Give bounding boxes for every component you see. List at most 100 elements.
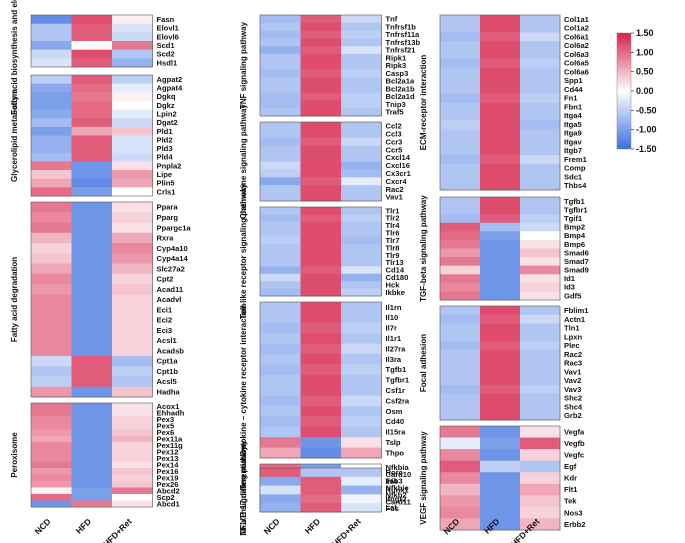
heatmap-cell-bmp6-hfd bbox=[480, 239, 521, 249]
gene-label: Pparg bbox=[157, 213, 179, 222]
pathway-label: Toll-like receptor signaling pathway bbox=[239, 183, 248, 319]
heatmap-cell-acox1-hfd bbox=[71, 403, 113, 410]
heatmap-cell-ccl2-hfd bbox=[300, 122, 342, 131]
heatmap-cell-rac2-hfd-ret bbox=[341, 185, 382, 194]
heatmap-cell-cpt1a-hfd-ret bbox=[112, 355, 153, 367]
heatmap-cell-plin5-hfd bbox=[71, 178, 113, 188]
heatmap-cell-il10-hfd bbox=[300, 312, 342, 324]
heatmap-cell-cxcl14-ncd bbox=[260, 153, 301, 162]
gene-label: Pex14 bbox=[157, 460, 180, 469]
heatmap-cell-csf2ra-hfd-ret bbox=[341, 395, 382, 407]
gene-label: Flt1 bbox=[564, 485, 578, 494]
gene-label: Cd180 bbox=[386, 273, 409, 282]
gene-label: Ppargc1a bbox=[157, 223, 192, 232]
heatmap-cell-rorc-hfd-ret bbox=[341, 468, 382, 478]
heatmap-cell-cx3cr1-hfd bbox=[300, 169, 342, 178]
heatmap-cell-plin5-hfd-ret bbox=[112, 178, 153, 188]
gene-label: Pld4 bbox=[157, 153, 174, 162]
heatmap-cell-itga9-hfd-ret bbox=[520, 128, 561, 138]
heatmap-cell-col1a1-hfd bbox=[480, 15, 521, 25]
heatmap-cell-comp-hfd bbox=[480, 163, 521, 173]
heatmap-cell-pex5-hfd-ret bbox=[112, 422, 153, 430]
heatmap-cell-tlr6-ncd bbox=[260, 229, 301, 238]
gene-label: Frem1 bbox=[564, 155, 588, 164]
heatmap-cell-traf5-hfd-ret bbox=[341, 108, 382, 117]
heatmap-cell-fblim1-hfd bbox=[480, 306, 521, 316]
heatmap-cell-acsl1-hfd-ret bbox=[112, 335, 153, 347]
heatmap-cell-cx3cr1-hfd-ret bbox=[341, 169, 382, 178]
gene-label: Tnip3 bbox=[386, 100, 406, 109]
color-scale-legend: 1.50 1.00 0.50 0.00 -0.50 -1.00 -1.50 bbox=[616, 28, 657, 154]
heatmap-cell-lat-ncd bbox=[260, 503, 301, 513]
heatmap-cell-frem1-ncd bbox=[440, 155, 481, 165]
gene-label: Tek bbox=[564, 497, 577, 506]
heatmap-cell-hadha-hfd-ret bbox=[112, 386, 153, 398]
gene-label: Plec bbox=[564, 341, 580, 350]
gene-label: Hsdl1 bbox=[157, 58, 178, 67]
heatmap-cell-bcl2a1a-ncd bbox=[260, 77, 301, 86]
heatmap-cell-pex13-hfd bbox=[71, 455, 113, 462]
gene-label: Nfkbia bbox=[386, 463, 410, 472]
heatmap-cell-tek-hfd bbox=[480, 495, 521, 508]
heatmap-cell-id1-hfd bbox=[480, 274, 521, 284]
gene-label: Vav1 bbox=[386, 193, 404, 202]
heatmap-cell-col6a3-ncd bbox=[440, 50, 481, 60]
pathway-block-focal-adhesion: Fblim1Actn1Tln1LpxnPlecRac2Rac3Vav1Vav2V… bbox=[419, 305, 589, 421]
heatmap-cell-il1r1-hfd-ret bbox=[341, 333, 382, 344]
heatmap-cell-fn1-hfd bbox=[480, 93, 521, 103]
heatmap-cell-ppargc1a-ncd bbox=[31, 222, 72, 234]
heatmap-cell-cyp4a10-ncd bbox=[31, 243, 72, 254]
heatmap-cell-cd180-hfd bbox=[300, 273, 342, 282]
gene-label: Cxcl14 bbox=[386, 153, 411, 162]
heatmap-cell-tlr2-hfd bbox=[300, 214, 342, 223]
heatmap-cell-pex19-hfd-ret bbox=[112, 474, 153, 482]
heatmap-cell-smad7-hfd-ret bbox=[520, 257, 561, 267]
colorbar-tick-label: -1.00 bbox=[636, 125, 657, 135]
heatmap-cell-bcl2a1b-ncd bbox=[260, 84, 301, 94]
pathway-block-ecm-receptor-interaction: Col1a1Col1a2Col6a1Col6a2Col6a3Col6a5Col6… bbox=[419, 14, 590, 191]
heatmap-cell-hsdl1-ncd bbox=[31, 58, 72, 68]
gene-label: Lat bbox=[386, 503, 398, 512]
heatmap-cell-il27ra-ncd bbox=[260, 343, 301, 355]
gene-label: Comp bbox=[564, 164, 586, 173]
gene-label: Col6a3 bbox=[564, 50, 589, 59]
heatmap-cell-bcl2a1d-hfd-ret bbox=[341, 92, 382, 101]
gene-label: Tslp bbox=[386, 438, 401, 447]
pathway-block-frame bbox=[439, 305, 561, 421]
gene-label: Itga5 bbox=[564, 120, 583, 129]
heatmap-cell-flt1-ncd bbox=[440, 483, 481, 496]
heatmap-cell-abcd2-ncd bbox=[31, 487, 72, 495]
heatmap-cell-cd180-hfd-ret bbox=[341, 273, 382, 282]
gene-label: Il3ra bbox=[386, 355, 402, 364]
heatmap-cell-itga5-hfd-ret bbox=[520, 120, 561, 130]
heatmap-cell-itga9-ncd bbox=[440, 128, 481, 138]
pathway-block-glycerolipid-metabolism: Agpat2Agpat4DgkqDgkzLpin2Dgat2Pld1Pld2Pl… bbox=[10, 74, 183, 197]
gene-label: Cxcr4 bbox=[386, 177, 408, 186]
heatmap-cell-il1r1-ncd bbox=[260, 333, 301, 344]
heatmap-cell-itga4-hfd bbox=[480, 111, 521, 121]
heatmap-cell-bcl2a1d-ncd bbox=[260, 92, 301, 101]
heatmap-cell-pex12-ncd bbox=[31, 448, 72, 456]
pathway-block-frame bbox=[259, 301, 382, 459]
heatmap-panel-2: TnfTnfrsf1bTnfrsf11aTnfrsf13bTnfrsf21Rip… bbox=[239, 14, 420, 543]
gene-label: Cd14 bbox=[386, 266, 405, 275]
heatmap-cell-elovl1-hfd-ret bbox=[112, 23, 153, 33]
heatmap-cell-scd2-ncd bbox=[31, 49, 72, 59]
heatmap-cell-cxcl16-hfd bbox=[300, 161, 342, 170]
gene-label: Traf5 bbox=[386, 108, 405, 117]
heatmap-cell-cd14-ncd bbox=[260, 266, 301, 275]
heatmap-cell-cpt2-hfd bbox=[71, 273, 113, 285]
heatmap-cell-dgkz-hfd bbox=[71, 100, 113, 110]
gene-label: Tgfbr1 bbox=[386, 376, 410, 385]
gene-label: Card11 bbox=[386, 497, 412, 506]
heatmap-cell-ifngr2-hfd bbox=[300, 494, 342, 504]
heatmap-cell-abcd2-hfd-ret bbox=[112, 487, 153, 495]
heatmap-cell-il27ra-hfd bbox=[300, 343, 342, 355]
heatmap-cell-ikbke-ncd bbox=[260, 288, 301, 297]
heatmap-cell-sdc1-hfd bbox=[480, 172, 521, 182]
heatmap-cell-shc4-hfd bbox=[480, 402, 521, 412]
heatmap-cell-pex16-hfd bbox=[71, 468, 113, 475]
gene-label: Pex3 bbox=[157, 415, 175, 424]
heatmap-cell-tgfb1-hfd-ret bbox=[341, 364, 382, 376]
heatmap-cell-pld2-ncd bbox=[31, 135, 72, 145]
